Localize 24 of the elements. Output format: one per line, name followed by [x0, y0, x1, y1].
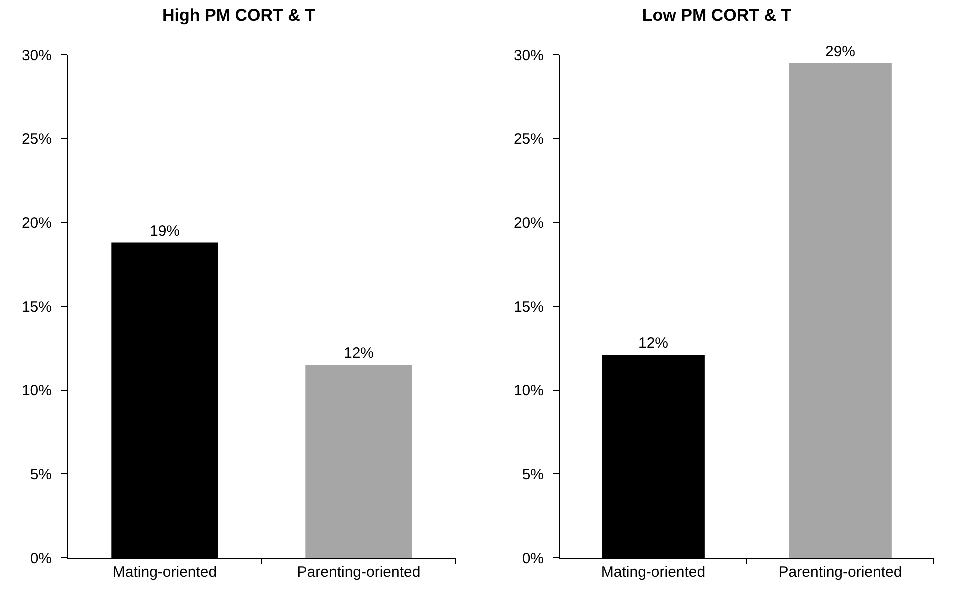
data-label: 29% [825, 43, 856, 60]
chart-title: High PM CORT & T [162, 6, 316, 25]
y-tick-label: 0% [522, 550, 544, 568]
y-tick-label: 15% [22, 298, 52, 316]
y-tick-label: 30% [514, 47, 544, 64]
y-tick-label: 5% [522, 466, 544, 484]
data-label: 12% [638, 335, 669, 352]
x-tick-label: Parenting-oriented [297, 564, 421, 581]
data-label: 12% [344, 345, 374, 362]
x-tick-label: Mating-oriented [112, 564, 218, 581]
chart-title: Low PM CORT & T [642, 6, 792, 25]
y-tick-label: 10% [514, 382, 544, 400]
y-tick-label: 20% [514, 214, 544, 232]
y-tick-label: 0% [30, 550, 52, 568]
y-tick-label: 25% [22, 131, 52, 148]
y-tick-label: 15% [514, 298, 544, 316]
data-label: 19% [150, 222, 180, 240]
y-tick-label: 5% [30, 466, 52, 484]
x-tick-label: Mating-oriented [601, 564, 706, 581]
y-tick-label: 20% [22, 214, 52, 232]
y-tick-label: 25% [514, 131, 544, 148]
y-tick-label: 10% [22, 382, 52, 400]
x-tick-label: Parenting-oriented [778, 564, 902, 581]
y-tick-label: 30% [22, 47, 52, 64]
